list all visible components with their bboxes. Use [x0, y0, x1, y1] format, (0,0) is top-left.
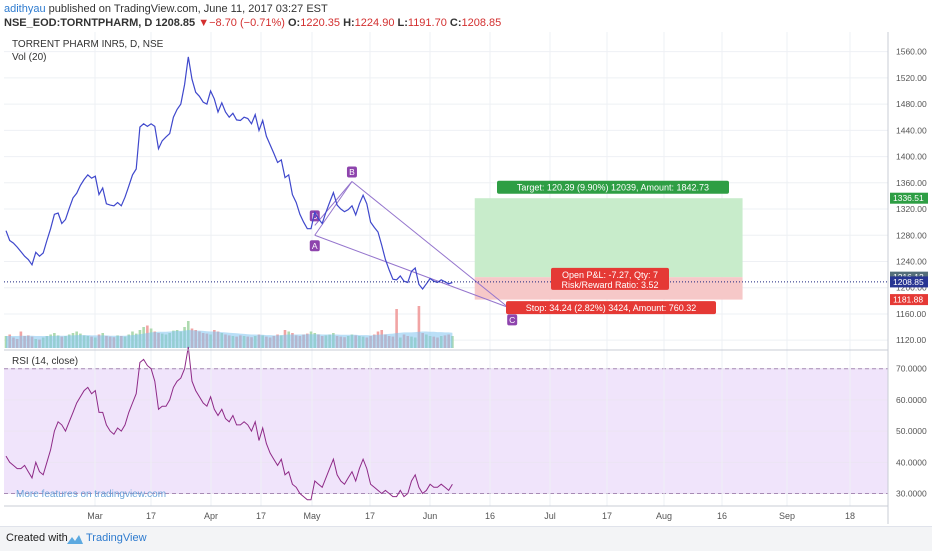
target-label[interactable]: Target: 120.39 (9.90%) 12039, Amount: 18… [497, 180, 729, 194]
risk-reward-text: Risk/Reward Ratio: 3.52 [561, 280, 658, 290]
price-tick-label: 1240.00 [896, 256, 927, 266]
time-tick-label: 16 [717, 511, 727, 521]
stop-price-badge: 1181.88 [890, 294, 928, 306]
time-tick-label: Jul [544, 511, 556, 521]
target-label-box [497, 180, 729, 194]
high-value: 1224.90 [354, 17, 395, 29]
volume-ma-area [6, 330, 453, 348]
target-label-text: Target: 120.39 (9.90%) 12039, Amount: 18… [517, 183, 709, 193]
footer: Created with TradingView [0, 526, 932, 551]
chart-area[interactable]: A B C D TORRENT PHARM INR5, D, NSE Vol (20)… [4, 32, 928, 524]
target-price-badge: 1336.51 [890, 192, 928, 204]
time-tick-label: Mar [87, 511, 103, 521]
low-label: L: [397, 17, 408, 29]
tradingview-logo-icon[interactable] [66, 533, 84, 545]
price-tick-label: 1280.00 [896, 230, 927, 240]
change-arrow-icon: ▼ [198, 17, 210, 29]
pattern-line [351, 181, 509, 308]
symbol-line: NSE_EOD:TORNTPHARM, D [4, 17, 153, 29]
stop-label-text: Stop: 34.24 (2.82%) 3424, Amount: 760.32 [526, 303, 697, 313]
rsi-pane-title: RSI (14, close) [12, 356, 78, 367]
publish-info: adithyau published on TradingView.com, J… [4, 3, 328, 15]
time-tick-label: 17 [602, 511, 612, 521]
tradingview-brand-link[interactable]: TradingView [86, 532, 147, 544]
symbol-info: NSE_EOD:TORNTPHARM, D 1208.85 ▼−8.70 (−0… [4, 17, 501, 29]
watermark-link[interactable]: More features on tradingview.com [16, 489, 166, 500]
price-tick-label: 1440.00 [896, 125, 927, 135]
pattern-line [314, 181, 353, 236]
volume-bar [395, 309, 398, 348]
stop-price-text: 1181.88 [893, 295, 923, 305]
rsi-tick-label: 30.0000 [896, 489, 927, 499]
last-price: 1208.85 [155, 17, 196, 29]
change-value: −8.70 (−0.71%) [209, 17, 285, 29]
price-tick-label: 1400.00 [896, 152, 927, 162]
pattern-point-marker [346, 166, 357, 178]
price-tick-label: 1480.00 [896, 99, 927, 109]
price-tick-label: 1160.00 [896, 309, 926, 319]
pattern-line [314, 181, 353, 226]
pattern-point-label: B [349, 167, 355, 177]
abcd-pattern: A B C D [309, 166, 518, 326]
target-price-text: 1336.51 [893, 193, 924, 203]
open-value: 1220.35 [300, 17, 340, 29]
rsi-tick-label: 40.0000 [896, 457, 927, 467]
price-tick-label: 1320.00 [896, 204, 927, 214]
time-tick-label: Apr [204, 511, 218, 521]
rsi-tick-label: 50.0000 [896, 426, 927, 436]
price-line [5, 56, 453, 290]
volume-bar [451, 336, 454, 348]
time-axis[interactable]: Mar 17 Apr 17 May 17 Jun 16 Jul 17 Aug 16 Sep 18 [87, 511, 855, 521]
current-price-text: 1208.85 [893, 277, 924, 287]
pattern-point-marker [309, 210, 320, 222]
author-link[interactable]: adithyau [4, 3, 46, 15]
target-zone [474, 198, 743, 278]
price-tick-label: 1560.00 [896, 47, 927, 57]
rsi-line [5, 346, 453, 501]
created-with-text: Created with [6, 532, 68, 544]
pnl-label-text: Open P&L: -7.27, Qty: 7 [562, 270, 658, 280]
volume-label: Vol (20) [12, 52, 46, 63]
price-tick-label: 1200.00 [896, 283, 927, 293]
high-label: H: [343, 17, 355, 29]
close-label: C: [449, 17, 462, 29]
time-tick-label: Jun [423, 511, 438, 521]
pattern-point-label: C [509, 315, 515, 325]
rsi-tick-label: 70.0000 [896, 364, 927, 374]
pattern-point-marker [507, 314, 518, 326]
volume-bar [417, 306, 421, 348]
pattern-point-label: A [312, 241, 318, 251]
time-tick-label: 17 [365, 511, 375, 521]
time-tick-label: 17 [146, 511, 156, 521]
rsi-axis[interactable]: 70.0000 60.0000 50.0000 40.0000 30.0000 [896, 364, 927, 499]
stop-label-box [506, 301, 716, 315]
price-tick-label: 1520.00 [896, 73, 927, 83]
time-tick-label: Sep [779, 511, 795, 521]
published-text: published on TradingView.com, June 11, 2… [48, 3, 328, 15]
pnl-label-box [551, 267, 669, 290]
close-value: 1208.85 [461, 17, 502, 29]
time-tick-label: 16 [485, 511, 495, 521]
chart-svg[interactable]: A B C D TORRENT PHARM INR5, D, NSE Vol (20)… [4, 32, 928, 524]
main-pane-title: TORRENT PHARM INR5, D, NSE [12, 39, 164, 50]
low-value: 1191.70 [407, 17, 447, 29]
time-tick-label: 18 [845, 511, 855, 521]
stop-label[interactable]: Stop: 34.24 (2.82%) 3424, Amount: 760.32 [506, 301, 716, 315]
price-tick-label: 1120.00 [896, 335, 926, 345]
current-price-badge: 1208.85 [890, 276, 928, 288]
price-tick-label: 1360.00 [896, 178, 927, 188]
time-tick-label: 17 [256, 511, 266, 521]
price-axis[interactable]: 1560.00 1520.00 1480.00 1440.00 1400.00 1360.… [896, 47, 927, 345]
time-tick-label: Aug [656, 511, 672, 521]
pnl-label[interactable]: Open P&L: -7.27, Qty: 7 Risk/Reward Rati… [551, 267, 669, 290]
open-label: O: [288, 17, 301, 29]
time-tick-label: May [303, 511, 321, 521]
pattern-point-marker [309, 240, 320, 252]
rsi-tick-label: 60.0000 [896, 395, 927, 405]
pattern-point-label: D [312, 211, 318, 221]
